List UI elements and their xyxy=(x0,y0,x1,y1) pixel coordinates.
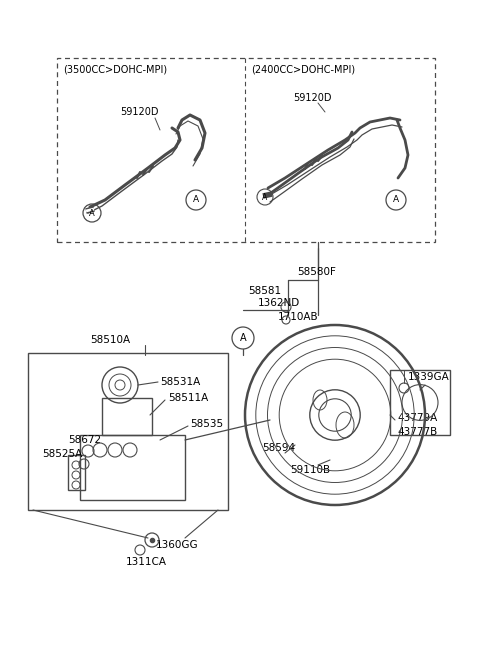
Text: 58510A: 58510A xyxy=(90,335,130,345)
Bar xyxy=(68,455,85,490)
Bar xyxy=(80,435,185,500)
Text: 58594: 58594 xyxy=(262,443,295,453)
Text: 58535: 58535 xyxy=(190,419,223,429)
Text: 1339GA: 1339GA xyxy=(408,372,450,382)
Text: 43777B: 43777B xyxy=(397,427,437,437)
Text: 58581: 58581 xyxy=(248,286,281,296)
Text: A: A xyxy=(263,192,268,201)
Text: 1710AB: 1710AB xyxy=(278,312,319,322)
Text: 58525A: 58525A xyxy=(42,449,82,459)
Text: 1360GG: 1360GG xyxy=(156,540,199,550)
Text: (3500CC>DOHC-MPI): (3500CC>DOHC-MPI) xyxy=(63,65,167,75)
Bar xyxy=(57,58,435,242)
Text: 58531A: 58531A xyxy=(160,377,200,387)
Text: A: A xyxy=(240,333,246,343)
Text: A: A xyxy=(89,209,95,218)
Text: 58580F: 58580F xyxy=(297,267,336,277)
Bar xyxy=(28,353,228,510)
Text: 1311CA: 1311CA xyxy=(126,557,167,567)
Text: (2400CC>DOHC-MPI): (2400CC>DOHC-MPI) xyxy=(251,65,355,75)
Text: A: A xyxy=(193,195,199,205)
Text: 58511A: 58511A xyxy=(168,393,208,403)
Bar xyxy=(390,370,450,435)
Text: 58672: 58672 xyxy=(68,435,101,445)
Text: A: A xyxy=(393,195,399,205)
Text: 59120D: 59120D xyxy=(293,93,332,103)
Bar xyxy=(102,398,152,435)
Text: 59120D: 59120D xyxy=(120,107,158,117)
Text: 59110B: 59110B xyxy=(290,465,330,475)
Text: 1362ND: 1362ND xyxy=(258,298,300,308)
Text: 43779A: 43779A xyxy=(397,413,437,423)
